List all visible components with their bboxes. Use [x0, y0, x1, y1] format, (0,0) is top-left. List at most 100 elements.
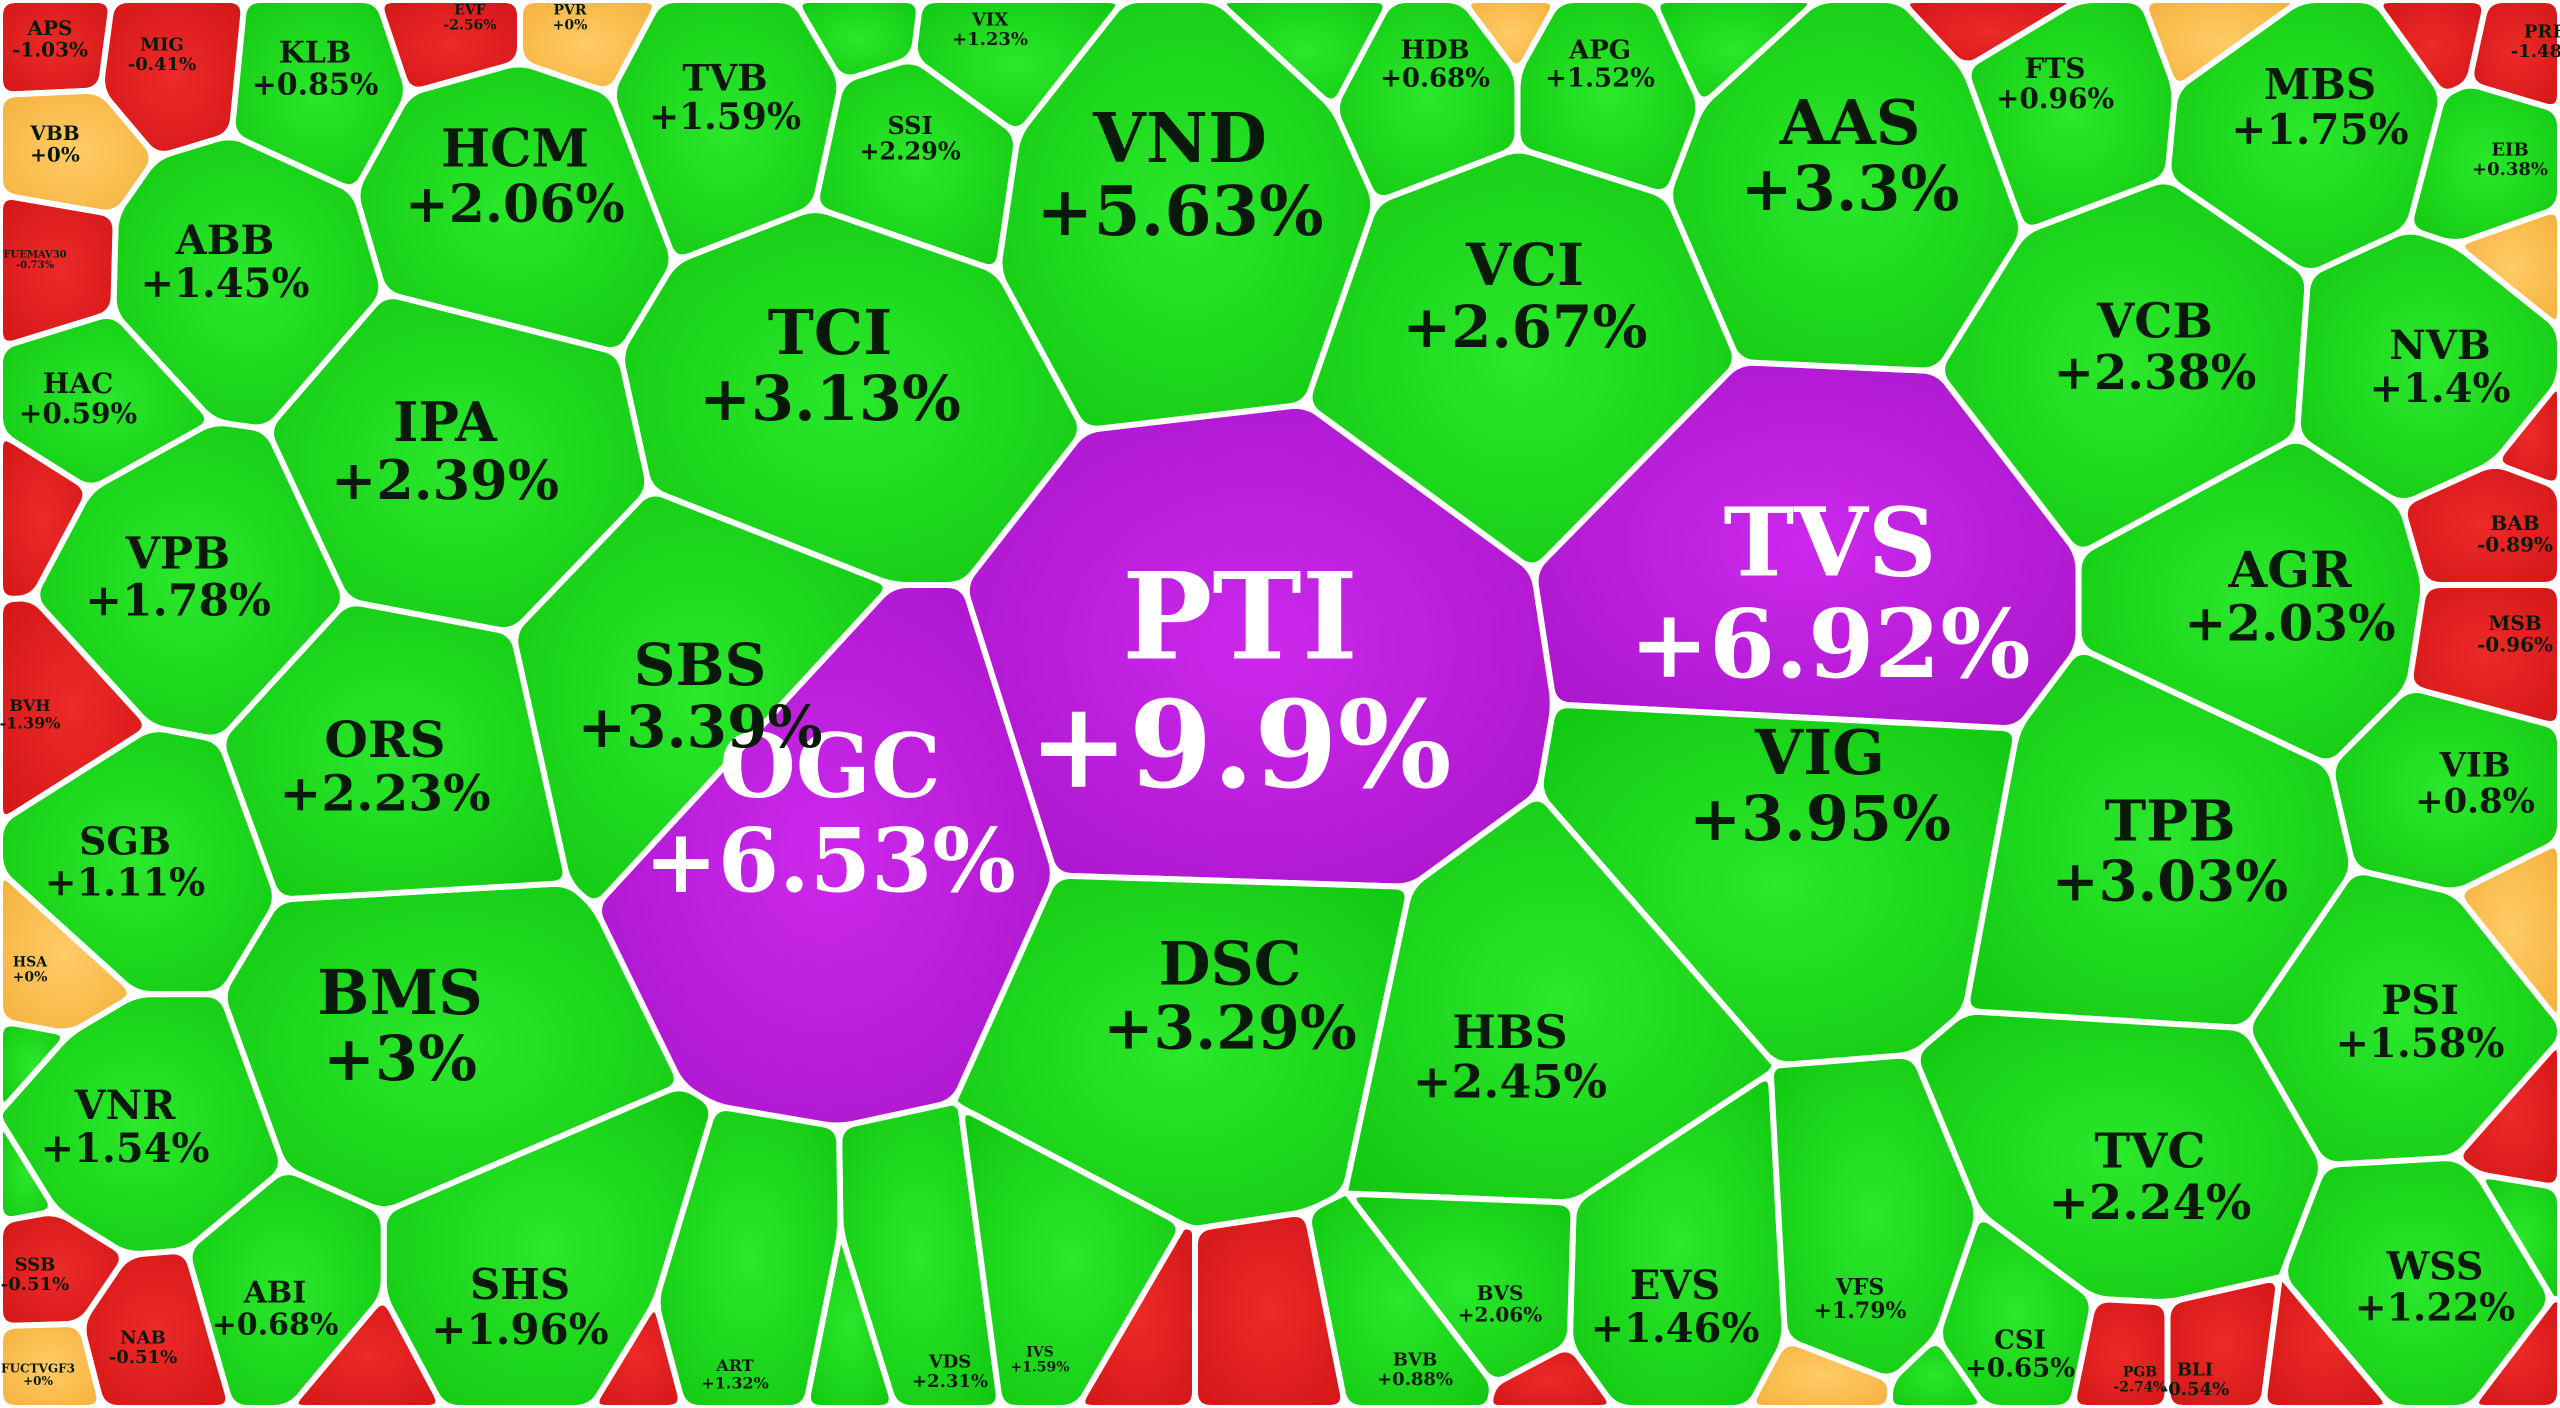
stock-cell-pgb[interactable] — [2071, 1296, 2171, 1408]
stock-symbol-hac: HAC — [43, 367, 113, 400]
stock-cell-pre[interactable] — [2468, 0, 2560, 111]
stock-change-csi: +0.65% — [1965, 1353, 2075, 1383]
stock-change-vix: +1.23% — [952, 29, 1028, 50]
stock-symbol-aas: AAS — [1779, 86, 1921, 159]
stock-cell-small[interactable] — [0, 1020, 67, 1108]
stock-change-nvb: +1.4% — [2369, 365, 2510, 412]
stock-cell-fuemav30[interactable] — [0, 194, 119, 347]
stock-symbol-evs: EVS — [1630, 1262, 1720, 1309]
stock-cell-small[interactable] — [0, 1124, 54, 1223]
stock-symbol-art: ART — [715, 1356, 753, 1375]
stock-symbol-mig: MIG — [140, 35, 184, 56]
stock-change-tvs: +6.92% — [1629, 589, 2030, 700]
stock-symbol-pre: PRE — [2524, 22, 2560, 43]
stock-symbol-vfs: VFS — [1835, 1275, 1885, 1301]
stock-cell-msb[interactable] — [2407, 582, 2560, 727]
stock-symbol-vds: VDS — [928, 1352, 972, 1373]
stock-change-evf: -2.56% — [443, 18, 496, 34]
stock-cell-apg[interactable] — [1514, 0, 1702, 196]
stock-symbol-ssb: SSB — [15, 1255, 56, 1276]
stock-cell-small[interactable] — [1903, 0, 2075, 67]
stock-change-hcm: +2.06% — [405, 174, 625, 235]
stock-symbol-vbb: VBB — [29, 121, 79, 145]
stock-cell-small[interactable] — [2377, 0, 2488, 95]
stock-cell-small[interactable] — [0, 435, 89, 602]
stock-cell-small[interactable] — [1750, 1340, 1894, 1408]
stock-cell-ivs[interactable] — [959, 1109, 1182, 1408]
stock-symbol-nab: NAB — [120, 1328, 166, 1349]
stock-symbol-ipa: IPA — [393, 390, 498, 454]
stock-change-tci: +3.13% — [699, 362, 961, 435]
stock-change-eib: +0.38% — [2472, 159, 2548, 180]
stock-cell-small[interactable] — [1079, 1223, 1198, 1408]
stock-change-vcb: +2.38% — [2054, 345, 2257, 401]
stock-symbol-tvc: TVC — [2094, 1124, 2205, 1180]
stock-cell-small[interactable] — [593, 1306, 684, 1408]
stock-change-evs: +1.46% — [1591, 1305, 1760, 1352]
stock-change-vci: +2.67% — [1403, 293, 1648, 361]
stock-cell-art[interactable] — [654, 1105, 844, 1408]
stock-symbol-hsa: HSA — [13, 955, 48, 971]
stock-change-hdb: +0.68% — [1380, 63, 1490, 93]
stock-symbol-vix: VIX — [971, 10, 1008, 31]
stock-cell-small[interactable] — [1192, 1210, 1347, 1408]
stock-cell-small[interactable] — [1886, 1340, 1983, 1408]
stock-cell-small[interactable] — [1465, 0, 1557, 70]
stock-cell-small[interactable] — [804, 1236, 895, 1408]
stock-change-agr: +2.03% — [2184, 594, 2395, 653]
stock-cell-fts[interactable] — [1965, 0, 2178, 231]
stock-change-fts: +0.96% — [1996, 82, 2114, 115]
stock-symbol-tci: TCI — [768, 296, 892, 369]
stock-change-pti: +9.9% — [1028, 675, 1451, 816]
stock-symbol-ssi: SSI — [887, 111, 932, 140]
stock-symbol-fuctvgf3: FUCTVGF3 — [1, 1361, 75, 1375]
stock-symbol-tvs: TVS — [1723, 487, 1936, 598]
stock-change-msb: -0.96% — [2477, 633, 2553, 657]
stock-change-dsc: +3.29% — [1103, 994, 1356, 1064]
stock-cell-bvb[interactable] — [1306, 1189, 1495, 1408]
stock-change-psi: +1.58% — [2336, 1020, 2505, 1067]
stock-change-vds: +2.31% — [912, 1371, 988, 1392]
stock-symbol-sgb: SGB — [79, 819, 171, 864]
stock-cell-sgb[interactable] — [0, 726, 278, 998]
stock-change-pgb: -2.74% — [2113, 1380, 2166, 1396]
stock-cell-small[interactable] — [2458, 842, 2560, 1020]
stock-cell-vix[interactable] — [911, 0, 1121, 132]
stock-cell-vbb[interactable] — [0, 87, 155, 216]
stock-cell-small[interactable] — [1487, 1346, 1613, 1408]
stock-cell-small[interactable] — [1220, 0, 1389, 105]
stock-symbol-bli: BLI — [2177, 1360, 2213, 1381]
stock-symbol-sbs: SBS — [634, 631, 767, 699]
stock-cell-vib[interactable] — [2329, 687, 2560, 894]
stock-symbol-abi: ABI — [243, 1275, 307, 1310]
stock-symbol-pti: PTI — [1122, 547, 1358, 688]
stock-change-vnd: +5.63% — [1036, 172, 1323, 252]
stock-change-aas: +3.3% — [1741, 152, 1960, 225]
stock-symbol-hdb: HDB — [1400, 35, 1469, 65]
stock-cell-small[interactable] — [2143, 0, 2297, 87]
stock-change-mig: -0.41% — [128, 54, 196, 75]
stock-change-ssb: -0.51% — [1, 1274, 69, 1295]
stock-cell-small[interactable] — [1654, 0, 1814, 103]
stock-cell-pvr[interactable] — [517, 0, 658, 93]
stock-cell-small[interactable] — [2459, 208, 2560, 325]
stock-symbol-vig: VIG — [1754, 716, 1885, 789]
stock-cell-klb[interactable] — [229, 0, 409, 191]
stock-change-vig: +3.95% — [1689, 782, 1951, 855]
stock-symbol-aps: APS — [27, 16, 73, 40]
stock-change-hsa: +0% — [13, 970, 48, 986]
stock-change-pre: -1.48% — [2511, 41, 2560, 62]
stock-symbol-csi: CSI — [1994, 1325, 2046, 1355]
stock-change-bli: -0.54% — [2161, 1379, 2229, 1400]
stock-change-ipa: +2.39% — [331, 448, 559, 512]
stock-cell-fuctvgf3[interactable] — [0, 1321, 103, 1408]
stock-symbol-abb: ABB — [175, 217, 275, 264]
stock-cell-small[interactable] — [292, 1299, 442, 1408]
stock-symbol-tpb: TPB — [2104, 789, 2235, 855]
stock-cell-small[interactable] — [2261, 1273, 2389, 1408]
stock-cell-small[interactable] — [796, 0, 922, 81]
stock-cell-small[interactable] — [2496, 385, 2560, 487]
stock-cell-vnr[interactable] — [0, 991, 284, 1257]
stock-symbol-bab: BAB — [2490, 511, 2539, 535]
stock-change-hac: +0.59% — [19, 397, 137, 430]
